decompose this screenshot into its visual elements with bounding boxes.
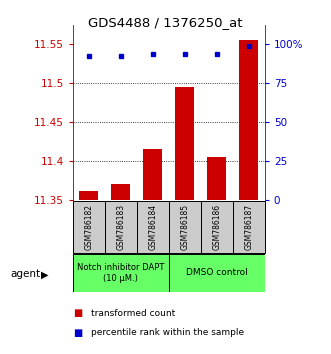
Bar <box>143 149 163 200</box>
Text: ▶: ▶ <box>41 269 48 279</box>
Bar <box>137 201 169 253</box>
Text: GSM786183: GSM786183 <box>116 204 125 250</box>
Bar <box>105 201 137 253</box>
Bar <box>79 191 98 200</box>
Text: ■: ■ <box>73 328 82 338</box>
Bar <box>239 40 259 200</box>
Bar <box>73 254 169 292</box>
Text: percentile rank within the sample: percentile rank within the sample <box>91 328 244 337</box>
Bar <box>169 201 201 253</box>
Text: GDS4488 / 1376250_at: GDS4488 / 1376250_at <box>88 16 243 29</box>
Bar <box>201 201 233 253</box>
Text: GSM786186: GSM786186 <box>212 204 221 250</box>
Text: GSM786184: GSM786184 <box>148 204 157 250</box>
Text: GSM786185: GSM786185 <box>180 204 189 250</box>
Bar <box>233 201 265 253</box>
Text: ■: ■ <box>73 308 82 318</box>
Text: Notch inhibitor DAPT
(10 μM.): Notch inhibitor DAPT (10 μM.) <box>77 263 165 283</box>
Bar <box>207 157 226 200</box>
Bar <box>175 87 194 200</box>
Bar <box>73 201 105 253</box>
Bar <box>169 254 265 292</box>
Text: DMSO control: DMSO control <box>186 268 248 278</box>
Text: GSM786187: GSM786187 <box>244 204 253 250</box>
Text: agent: agent <box>10 269 40 279</box>
Text: transformed count: transformed count <box>91 309 175 318</box>
Text: GSM786182: GSM786182 <box>84 204 93 250</box>
Bar <box>111 184 130 200</box>
